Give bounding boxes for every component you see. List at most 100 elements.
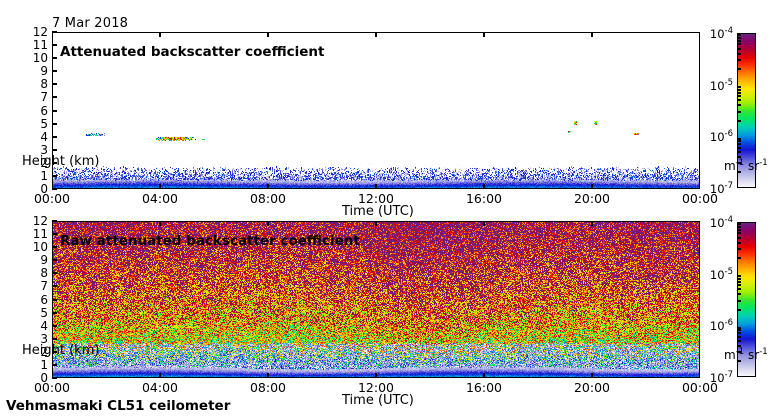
colorbar-minor-tick <box>737 89 741 91</box>
x-tick-label: 16:00 <box>465 380 503 395</box>
colorbar-tick-label: 10-7 <box>699 181 733 196</box>
colorbar-minor-tick <box>737 257 741 259</box>
colorbar-minor-tick <box>737 162 741 164</box>
colorbar-tick-label: 10-6 <box>699 129 733 144</box>
y-tick <box>52 123 57 125</box>
colorbar-minor-tick <box>737 40 741 42</box>
colorbar-minor-tick <box>737 345 741 347</box>
colorbar-minor-tick <box>737 248 741 250</box>
colorbar-tick-label: 10-4 <box>699 26 733 41</box>
colorbar-tick-mantissa: 10 <box>709 26 725 41</box>
colorbar-minor-tick <box>737 300 741 302</box>
y-tick <box>52 188 57 190</box>
colorbar-tick-label: 10-7 <box>699 370 733 385</box>
y-tick-label: 1 <box>40 169 48 183</box>
colorbar-minor-tick <box>737 327 741 329</box>
x-tick-label: 20:00 <box>573 380 611 395</box>
x-tick <box>267 373 269 378</box>
colorbar-tick-mantissa: 10 <box>709 370 725 385</box>
y-tick-label: 2 <box>40 345 48 359</box>
colorbar-minor-tick <box>737 95 741 97</box>
y-tick-label: 4 <box>40 130 48 144</box>
y-tick-label: 9 <box>40 64 48 78</box>
panel2-x-axis-title: Time (UTC) <box>342 393 414 408</box>
y-tick <box>52 246 57 248</box>
x-tick-label: 20:00 <box>573 191 611 206</box>
y-tick-label: 3 <box>40 143 48 157</box>
y-tick <box>52 83 57 85</box>
panel2-colorbar-ticks <box>737 222 756 377</box>
colorbar-minor-tick <box>737 288 741 290</box>
colorbar-tick-exponent: -7 <box>724 181 733 191</box>
x-tick-top <box>159 221 161 226</box>
y-tick <box>52 175 57 177</box>
y-tick <box>52 299 57 301</box>
y-tick-label: 6 <box>40 104 48 118</box>
y-tick <box>52 325 57 327</box>
x-tick <box>375 373 377 378</box>
x-tick-top <box>591 221 593 226</box>
y-tick <box>52 233 57 235</box>
y-tick <box>52 31 57 33</box>
y-tick <box>52 272 57 274</box>
y-tick-label: 1 <box>40 358 48 372</box>
colorbar-minor-tick <box>737 226 741 228</box>
panel1-x-ticks <box>52 32 700 189</box>
colorbar-minor-tick <box>737 156 741 158</box>
colorbar-tick-mantissa: 10 <box>709 267 725 282</box>
x-tick <box>483 184 485 189</box>
y-tick-label: 8 <box>40 77 48 91</box>
colorbar-minor-tick <box>737 284 741 286</box>
colorbar-minor-tick <box>737 171 741 173</box>
colorbar-minor-tick <box>737 278 741 280</box>
colorbar-minor-tick <box>737 329 741 331</box>
colorbar-tick-exponent: -7 <box>724 370 733 380</box>
colorbar-tick-mantissa: 10 <box>709 181 725 196</box>
y-tick <box>52 70 57 72</box>
y-tick-label: 10 <box>32 240 48 254</box>
y-tick <box>52 110 57 112</box>
x-tick-top <box>483 221 485 226</box>
attenuated-panel-title: Attenuated backscatter coefficient <box>60 44 325 60</box>
x-tick-top <box>267 32 269 37</box>
y-tick-label: 5 <box>40 306 48 320</box>
colorbar-minor-tick <box>737 237 741 239</box>
x-tick-label: 12:00 <box>357 191 395 206</box>
y-tick-label: 9 <box>40 253 48 267</box>
colorbar-minor-tick <box>737 293 741 295</box>
y-tick-label: 4 <box>40 319 48 333</box>
x-tick-label: 08:00 <box>249 191 287 206</box>
y-tick <box>52 149 57 151</box>
y-tick-label: 7 <box>40 90 48 104</box>
colorbar-minor-tick <box>737 309 741 311</box>
y-tick-label: 2 <box>40 156 48 170</box>
colorbar-minor-tick <box>737 53 741 55</box>
x-tick-top <box>483 32 485 37</box>
colorbar-minor-tick <box>737 86 741 88</box>
raw-attenuated-backscatter-heatmap <box>53 222 699 377</box>
colorbar-minor-tick <box>737 43 741 45</box>
colorbar-minor-tick <box>737 59 741 61</box>
colorbar-tick-mantissa: 10 <box>709 318 725 333</box>
panel1-x-axis-title: Time (UTC) <box>342 204 414 219</box>
y-tick-label: 8 <box>40 266 48 280</box>
panel1-colorbar-gradient <box>738 34 755 187</box>
panel1-y-axis-title: Height (km) <box>22 154 100 169</box>
x-tick <box>159 184 161 189</box>
colorbar-minor-tick <box>737 143 741 145</box>
x-tick <box>591 184 593 189</box>
cb1-unit-exp1: -1 <box>735 158 745 168</box>
cb1-unit-exp2: -1 <box>759 158 768 168</box>
colorbar-minor-tick <box>737 34 741 36</box>
cb2-unit-sr: sr <box>744 348 760 362</box>
x-tick <box>483 373 485 378</box>
colorbar-minor-tick <box>737 138 741 140</box>
colorbar-tick-exponent: -4 <box>724 26 733 36</box>
cb1-unit-sr: sr <box>744 159 760 173</box>
colorbar-minor-tick <box>737 140 741 142</box>
colorbar-minor-tick <box>737 229 741 231</box>
panel2-y-ticks <box>52 220 57 379</box>
cb2-unit-exp2: -1 <box>759 347 768 357</box>
colorbar-minor-tick <box>737 336 741 338</box>
colorbar-tick-label: 10-6 <box>699 318 733 333</box>
